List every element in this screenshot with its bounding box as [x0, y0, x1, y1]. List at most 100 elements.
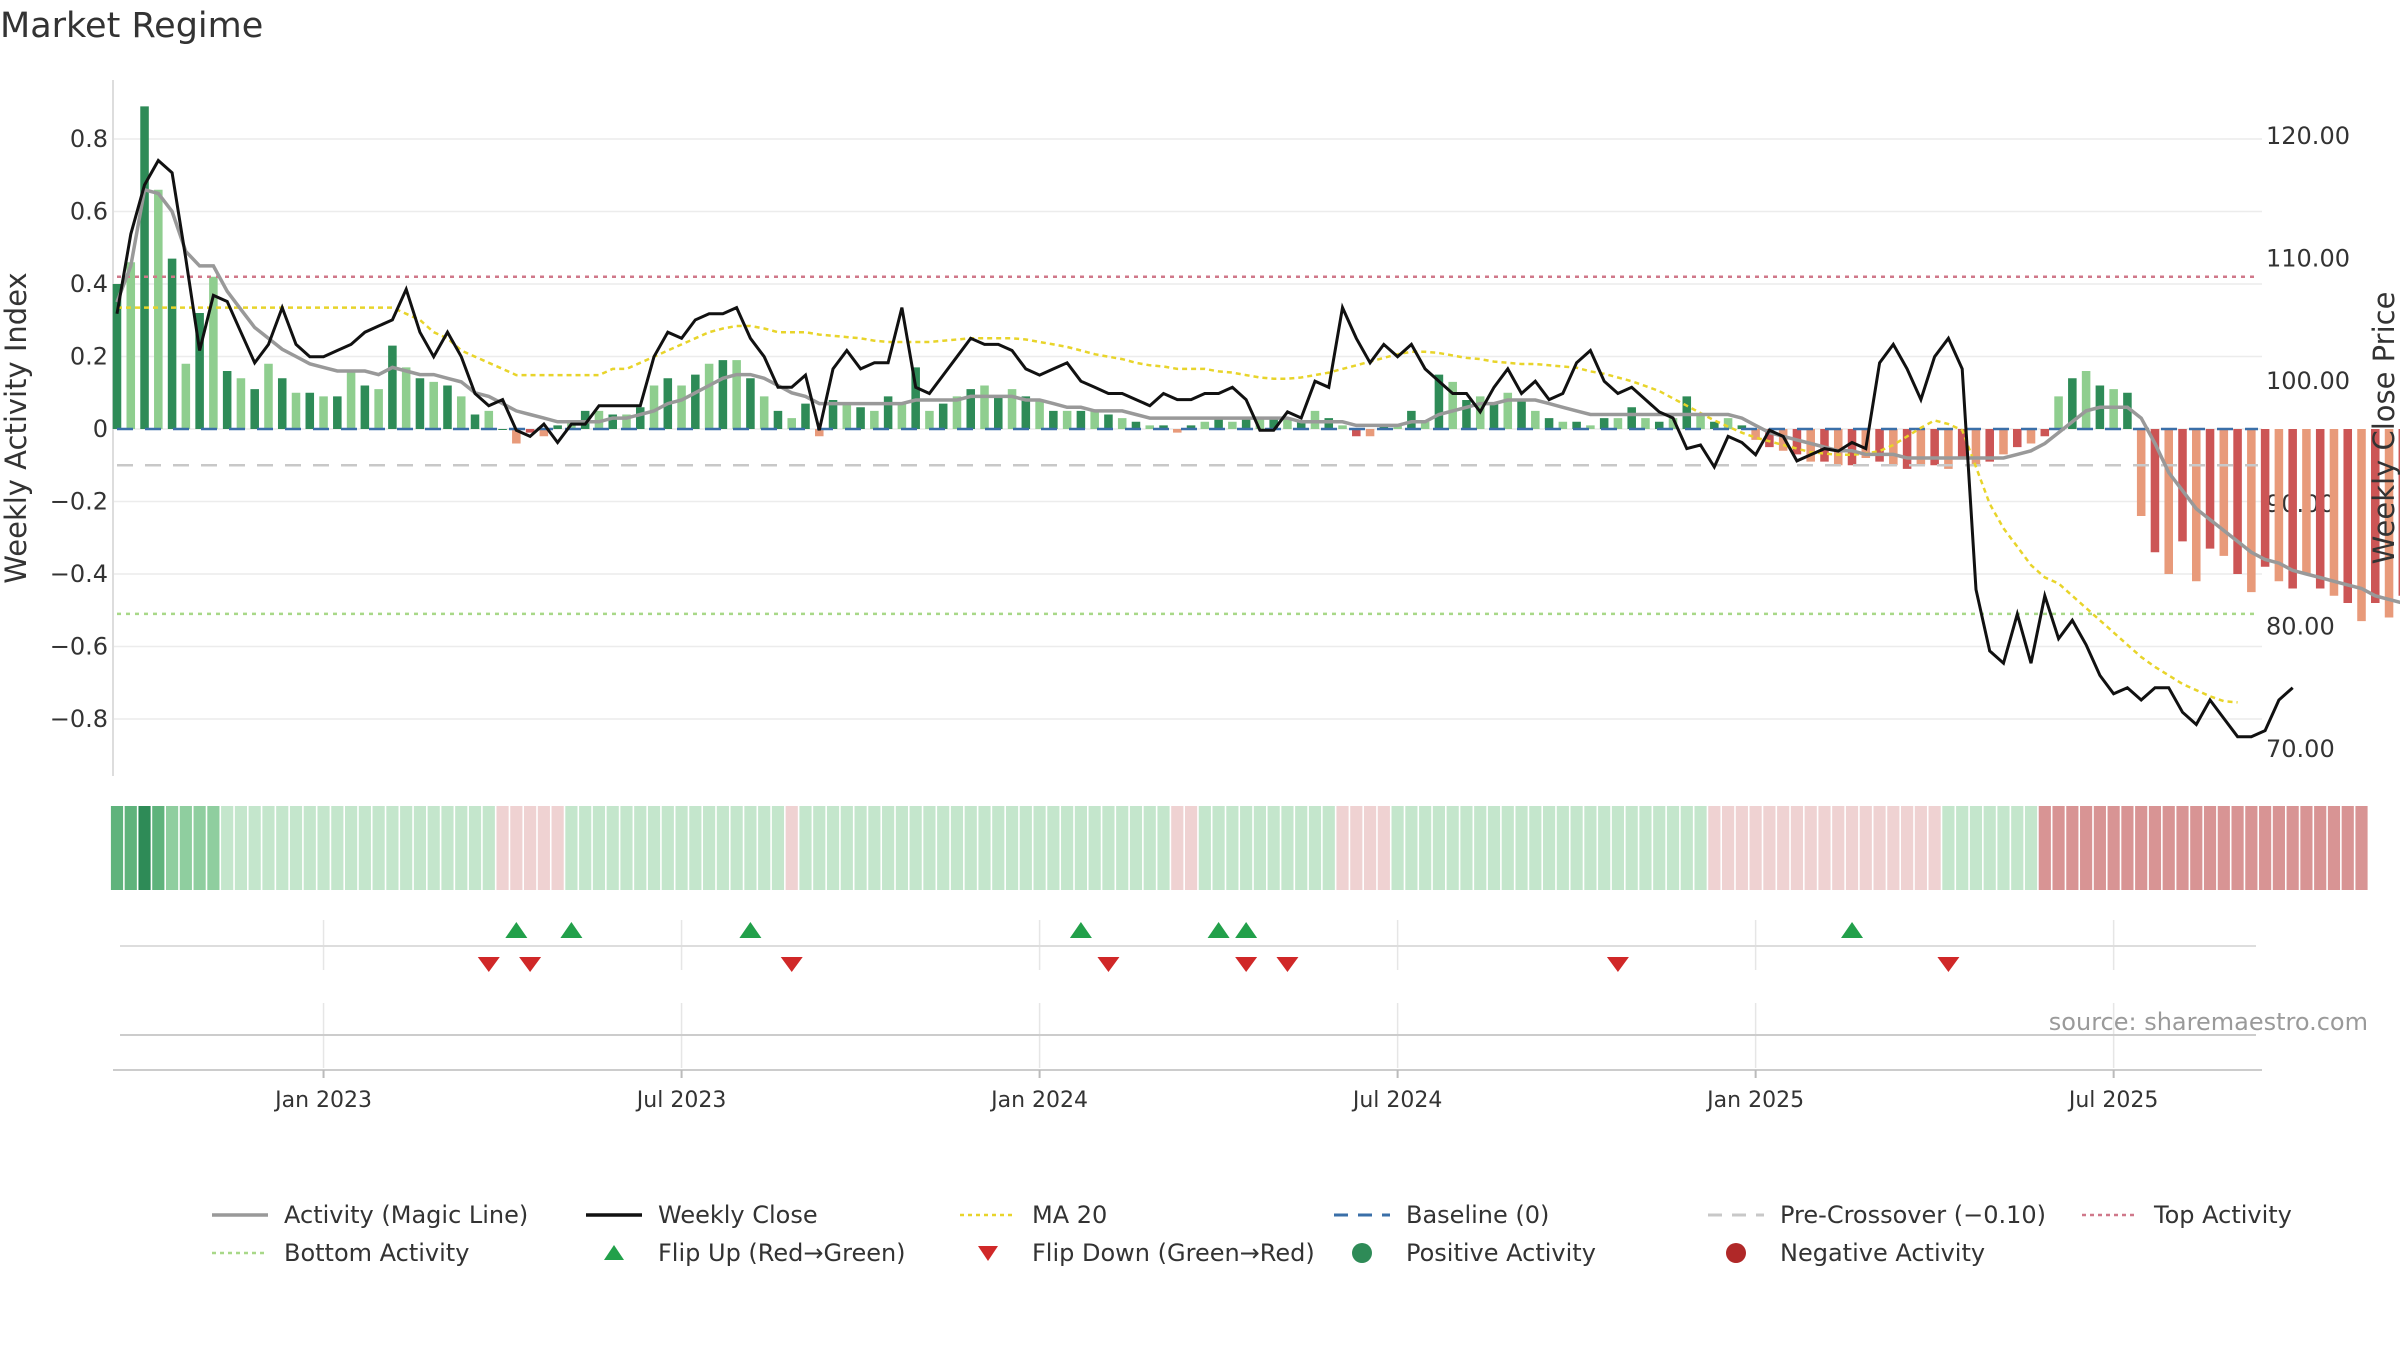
regime-cell	[2231, 806, 2244, 890]
regime-cell	[730, 806, 743, 890]
flip-up-marker	[560, 922, 583, 938]
activity-bar	[1310, 410, 1320, 429]
legend-label: Negative Activity	[1780, 1239, 1986, 1267]
regime-strip	[110, 806, 2368, 890]
chart-title: Market Regime	[0, 6, 264, 46]
activity-bar	[2260, 429, 2270, 567]
activity-bar	[1833, 429, 1843, 466]
regime-cell	[1956, 806, 1969, 890]
flip-up-marker	[505, 922, 528, 938]
regime-cell	[716, 806, 729, 890]
activity-bar	[2081, 371, 2091, 429]
activity-magic-line	[115, 187, 2400, 605]
y-tick-label-left: 0.8	[70, 125, 108, 153]
y-tick-label-right: 100.00	[2266, 367, 2350, 395]
activity-bar	[1049, 410, 1058, 429]
weekly-close-line	[115, 158, 2294, 739]
regime-cell	[1487, 806, 1501, 890]
y-tick-label-left: 0	[93, 415, 108, 443]
activity-bar	[2123, 392, 2132, 429]
legend-label: Pre-Crossover (−0.10)	[1780, 1201, 2047, 1229]
regime-cell	[978, 806, 991, 890]
activity-bar	[677, 385, 686, 429]
regime-cell	[1074, 806, 1087, 890]
x-tick-label: Jul 2025	[2067, 1088, 2159, 1113]
regime-cell	[2286, 806, 2299, 890]
legend-label: MA 20	[1032, 1201, 1108, 1229]
activity-bar	[1145, 425, 1155, 429]
y-tick-label-right: 80.00	[2266, 612, 2335, 640]
activity-bar	[443, 385, 452, 429]
regime-cell	[1240, 806, 1253, 890]
activity-bar	[264, 363, 273, 429]
regime-cell	[2135, 806, 2148, 890]
y-tick-label-left: −0.6	[50, 633, 108, 661]
activity-bar	[1090, 410, 1099, 429]
activity-bar	[828, 400, 838, 429]
regime-cell	[1267, 806, 1280, 890]
regime-cell	[1253, 806, 1266, 890]
x-tick-label: Jan 2025	[1705, 1088, 1804, 1113]
activity-bar	[1021, 396, 1031, 429]
legend-label: Top Activity	[2154, 1201, 2292, 1229]
activity-bar	[1916, 429, 1926, 466]
regime-cell	[1845, 806, 1859, 890]
regime-cell	[221, 806, 234, 890]
activity-bar	[1104, 414, 1113, 429]
activity-bar	[1296, 421, 1306, 429]
activity-bar	[980, 385, 989, 429]
activity-bar	[195, 313, 204, 429]
activity-bar	[1228, 421, 1237, 429]
activity-bar	[1503, 392, 1513, 429]
activity-bar	[1737, 425, 1747, 429]
activity-bar	[1434, 374, 1444, 429]
activity-bar	[2274, 429, 2284, 582]
activity-bar	[512, 429, 521, 444]
x-tick-label: Jan 2023	[273, 1088, 372, 1113]
regime-cell	[1818, 806, 1831, 890]
regime-cell	[2217, 806, 2230, 890]
regime-cell	[1611, 806, 1625, 890]
regime-cell	[1708, 806, 1721, 890]
regime-cell	[1019, 806, 1032, 890]
regime-cell	[2245, 806, 2258, 890]
activity-bar	[277, 378, 287, 429]
regime-cell	[1033, 806, 1046, 890]
regime-cell	[317, 806, 330, 890]
activity-bar	[2398, 429, 2400, 596]
regime-cell	[1790, 806, 1804, 890]
activity-bar	[484, 410, 494, 429]
regime-cell	[1735, 806, 1748, 890]
legend-item: Top Activity	[2080, 1201, 2310, 1229]
ma20-line	[117, 306, 2238, 704]
regime-cell	[524, 806, 537, 890]
activity-bar	[140, 106, 149, 429]
legend-swatch-icon	[210, 1241, 270, 1265]
activity-bar	[2192, 429, 2201, 582]
activity-bar	[154, 189, 163, 429]
activity-bar	[1173, 429, 1182, 433]
activity-bar	[608, 414, 617, 429]
legend-label: Flip Down (Green→Red)	[1032, 1239, 1315, 1267]
activity-bar	[938, 403, 948, 429]
activity-bar	[1572, 421, 1581, 429]
flip-down-marker	[1235, 957, 1258, 972]
activity-bar	[1668, 418, 1678, 429]
regime-cell	[1102, 806, 1115, 890]
activity-bar	[1627, 407, 1636, 429]
legend-swatch-icon	[584, 1203, 644, 1227]
activity-bar	[1200, 421, 1210, 429]
y-tick-label-right: 70.00	[2266, 735, 2335, 763]
regime-cell	[152, 806, 165, 890]
activity-bar	[1420, 421, 1430, 429]
regime-cell	[1887, 806, 1900, 890]
regime-cell	[2066, 806, 2079, 890]
activity-bar	[2026, 429, 2036, 444]
regime-cell	[372, 806, 385, 890]
activity-bar	[1035, 400, 1044, 429]
activity-bar	[1407, 410, 1416, 429]
regime-cell	[1377, 806, 1390, 890]
activity-bar	[966, 389, 976, 429]
regime-cell	[813, 806, 826, 890]
regime-cell	[703, 806, 716, 890]
